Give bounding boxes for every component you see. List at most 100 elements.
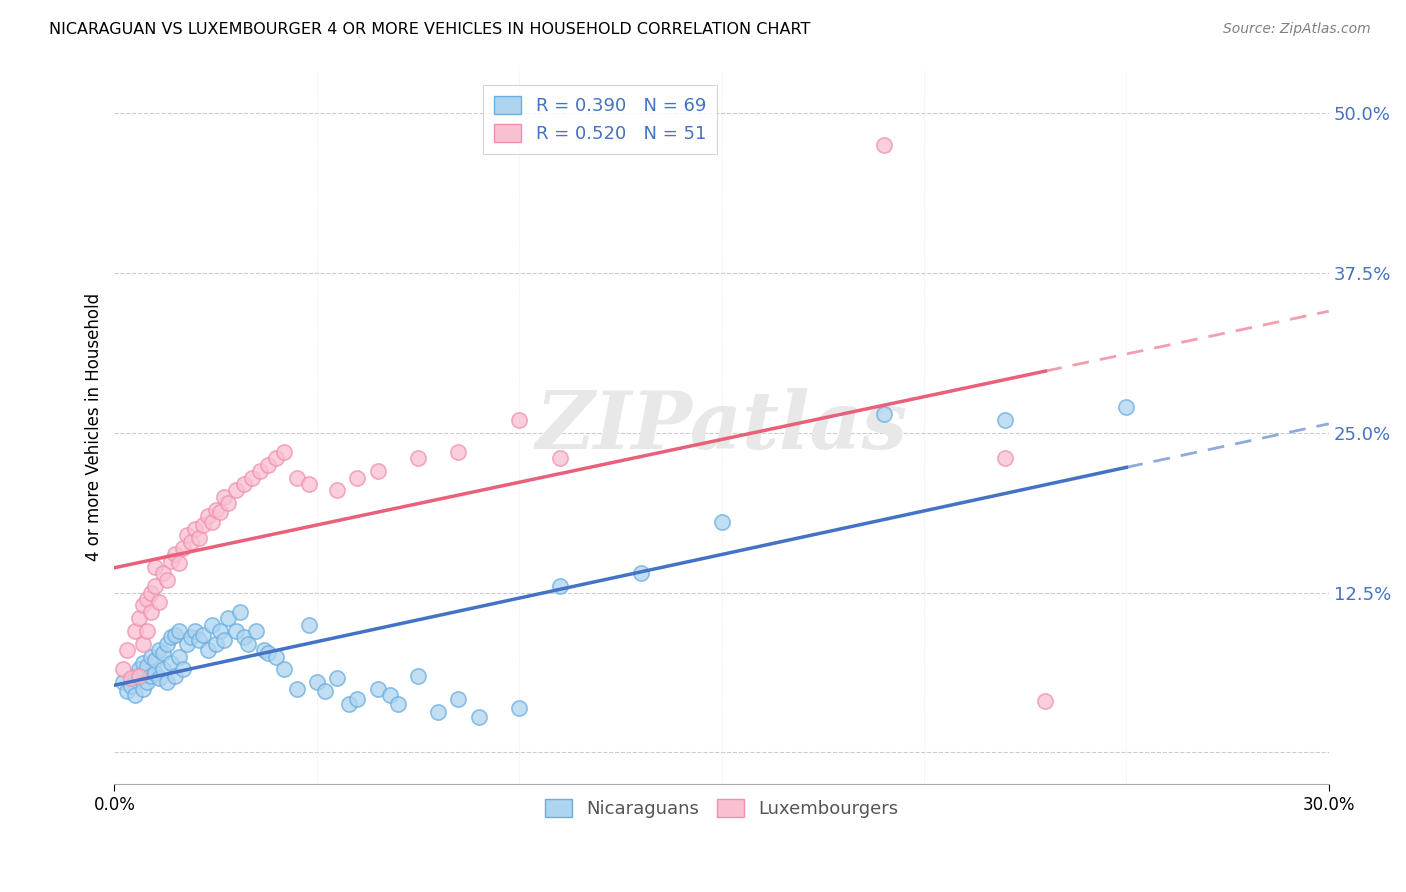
Point [152,662,174,676]
Point [139,605,162,619]
Point [285,470,308,484]
Point [120,671,142,685]
Point [229,605,252,619]
Point [266,451,288,466]
Point [148,594,170,608]
Point [225,483,247,498]
Point [367,464,389,478]
Point [124,669,146,683]
Point [197,508,219,523]
Point [872,407,894,421]
Point [233,631,256,645]
Text: NICARAGUAN VS LUXEMBOURGER 4 OR MORE VEHICLES IN HOUSEHOLD CORRELATION CHART: NICARAGUAN VS LUXEMBOURGER 4 OR MORE VEH… [49,22,811,37]
Point [1115,401,1137,415]
Point [156,637,179,651]
Point [143,653,166,667]
Point [160,656,183,670]
Point [167,556,190,570]
Point [148,643,170,657]
Point [115,684,138,698]
Point [156,573,179,587]
Point [266,649,288,664]
Point [387,697,409,711]
Point [172,662,194,676]
Point [378,688,401,702]
Point [253,643,276,657]
Point [143,579,166,593]
Point [135,675,157,690]
Point [188,632,211,647]
Point [508,413,530,427]
Point [630,566,652,581]
Point [193,517,215,532]
Point [212,490,235,504]
Point [143,666,166,681]
Point [180,631,202,645]
Point [180,534,202,549]
Point [285,681,308,696]
Point [346,470,368,484]
Point [152,646,174,660]
Point [111,662,134,676]
Point [346,691,368,706]
Point [128,669,150,683]
Point [508,700,530,714]
Point [273,445,295,459]
Point [120,679,142,693]
Point [249,464,271,478]
Point [427,705,450,719]
Point [200,617,222,632]
Point [128,611,150,625]
Point [197,643,219,657]
Point [273,662,295,676]
Point [710,516,733,530]
Point [132,637,155,651]
Point [132,681,155,696]
Point [467,709,489,723]
Point [160,631,183,645]
Point [124,688,146,702]
Point [135,658,157,673]
Point [176,528,198,542]
Point [212,632,235,647]
Point [124,624,146,638]
Point [208,505,231,519]
Point [204,502,226,516]
Point [406,451,429,466]
Point [148,671,170,685]
Point [172,541,194,555]
Point [548,451,571,466]
Point [165,669,187,683]
Point [257,458,280,472]
Point [188,531,211,545]
Point [872,138,894,153]
Text: ZIPatlas: ZIPatlas [536,388,908,466]
Point [135,624,157,638]
Point [367,681,389,696]
Point [111,675,134,690]
Point [184,522,207,536]
Text: Source: ZipAtlas.com: Source: ZipAtlas.com [1223,22,1371,37]
Point [1035,694,1057,708]
Point [245,624,267,638]
Legend: Nicaraguans, Luxembourgers: Nicaraguans, Luxembourgers [537,792,905,825]
Point [184,624,207,638]
Point [233,477,256,491]
Point [994,451,1017,466]
Point [337,697,360,711]
Point [236,637,259,651]
Point [143,560,166,574]
Point [135,592,157,607]
Point [167,624,190,638]
Point [128,671,150,685]
Point [165,628,187,642]
Point [139,669,162,683]
Point [176,637,198,651]
Point [193,628,215,642]
Point [305,675,328,690]
Point [167,649,190,664]
Point [160,554,183,568]
Point [204,637,226,651]
Point [165,547,187,561]
Point [326,671,349,685]
